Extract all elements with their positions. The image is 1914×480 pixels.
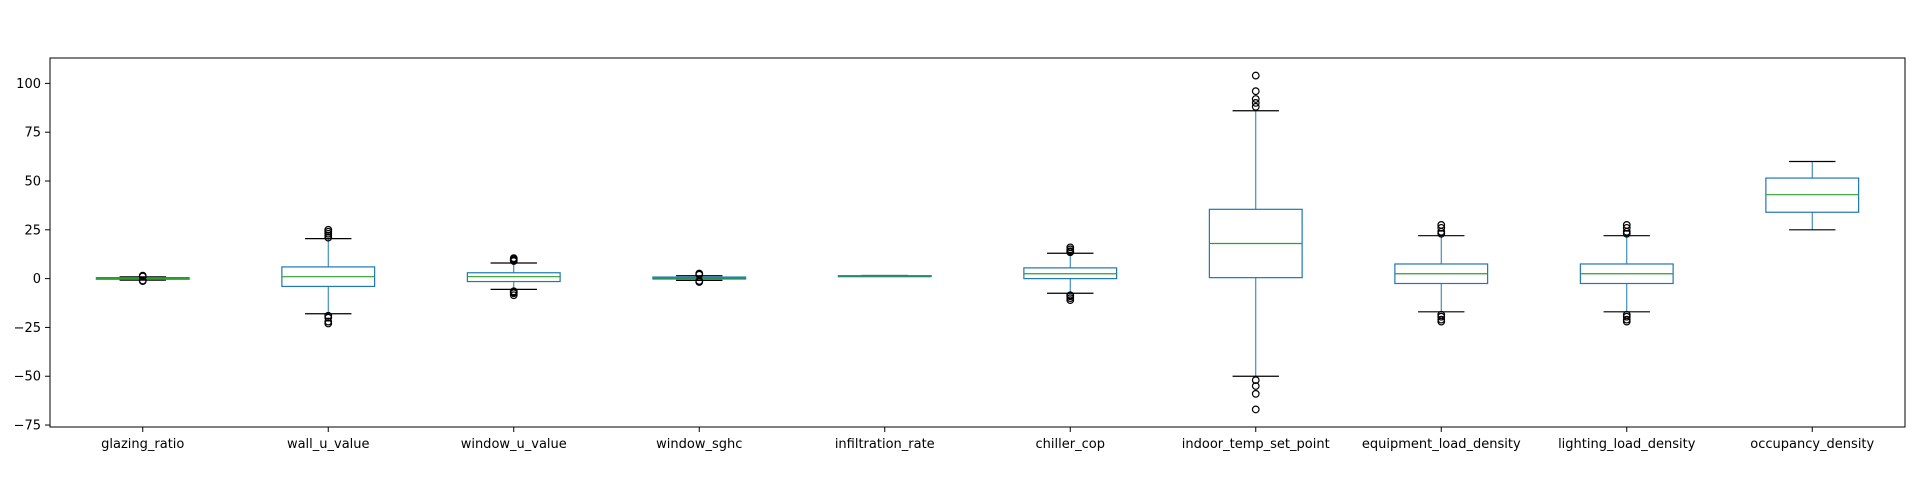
outlier-point bbox=[509, 254, 518, 263]
outlier-point bbox=[1251, 405, 1260, 414]
y-tick-label: 0 bbox=[33, 272, 41, 287]
x-axis: glazing_ratio wall_u_value window_u_value w… bbox=[101, 427, 1875, 452]
box-group bbox=[95, 271, 190, 286]
outlier-point bbox=[509, 287, 518, 296]
x-tick-label: infiltration_rate bbox=[835, 437, 935, 452]
x-tick-label: equipment_load_density bbox=[1362, 437, 1521, 452]
outlier-point bbox=[138, 276, 147, 285]
outlier-point bbox=[1251, 382, 1260, 390]
x-tick-label: glazing_ratio bbox=[101, 437, 184, 452]
outlier-point bbox=[695, 269, 704, 278]
y-tick-label: 25 bbox=[24, 223, 41, 238]
y-tick-label: −75 bbox=[14, 419, 41, 434]
outlier-point bbox=[324, 317, 333, 326]
y-tick-label: 100 bbox=[16, 77, 41, 92]
outlier-point bbox=[1622, 315, 1631, 324]
outlier-point bbox=[1437, 310, 1446, 319]
outlier-point bbox=[138, 271, 147, 280]
box-group bbox=[1394, 221, 1489, 326]
outlier-point bbox=[1622, 223, 1631, 232]
outlier-point bbox=[1437, 223, 1446, 232]
box-group bbox=[1208, 71, 1303, 414]
x-tick-label: wall_u_value bbox=[287, 437, 370, 452]
y-tick-label: 75 bbox=[24, 126, 41, 141]
outlier-point bbox=[1251, 87, 1260, 96]
outlier-point bbox=[324, 311, 333, 320]
outlier-point bbox=[1437, 221, 1446, 229]
box-group bbox=[652, 269, 747, 286]
x-tick-label: window_sghc bbox=[656, 437, 742, 452]
x-tick-label: window_u_value bbox=[461, 437, 567, 452]
outlier-point bbox=[1251, 95, 1260, 103]
x-tick-label: indoor_temp_set_point bbox=[1182, 437, 1330, 452]
outlier-point bbox=[1251, 376, 1260, 385]
box-group bbox=[281, 225, 376, 328]
x-tick-label: occupancy_density bbox=[1750, 437, 1874, 452]
box-group bbox=[1579, 221, 1674, 326]
outlier-point bbox=[1622, 221, 1631, 229]
box-group bbox=[466, 254, 561, 300]
outlier-point bbox=[1437, 315, 1446, 324]
outlier-point bbox=[1066, 243, 1075, 252]
outlier-point bbox=[1251, 389, 1260, 398]
y-tick-label: −25 bbox=[14, 321, 41, 336]
box-group bbox=[1765, 160, 1860, 231]
box-group bbox=[1023, 243, 1118, 304]
outlier-point bbox=[1251, 99, 1260, 107]
outlier-point bbox=[1622, 310, 1631, 319]
plot-area bbox=[95, 71, 1860, 414]
outlier-point bbox=[1066, 291, 1075, 300]
outlier-point bbox=[1251, 102, 1260, 111]
y-axis: 100 75 50 25 0 −25 −50 −75 bbox=[14, 77, 50, 434]
outlier-point bbox=[324, 225, 333, 234]
y-tick-label: −50 bbox=[14, 370, 41, 385]
box-group bbox=[837, 274, 932, 278]
y-tick-label: 50 bbox=[24, 175, 41, 190]
axes-frame bbox=[49, 57, 1906, 428]
x-tick-label: chiller_cop bbox=[1036, 437, 1105, 452]
x-tick-label: lighting_load_density bbox=[1558, 437, 1696, 452]
outlier-point bbox=[1251, 71, 1260, 80]
